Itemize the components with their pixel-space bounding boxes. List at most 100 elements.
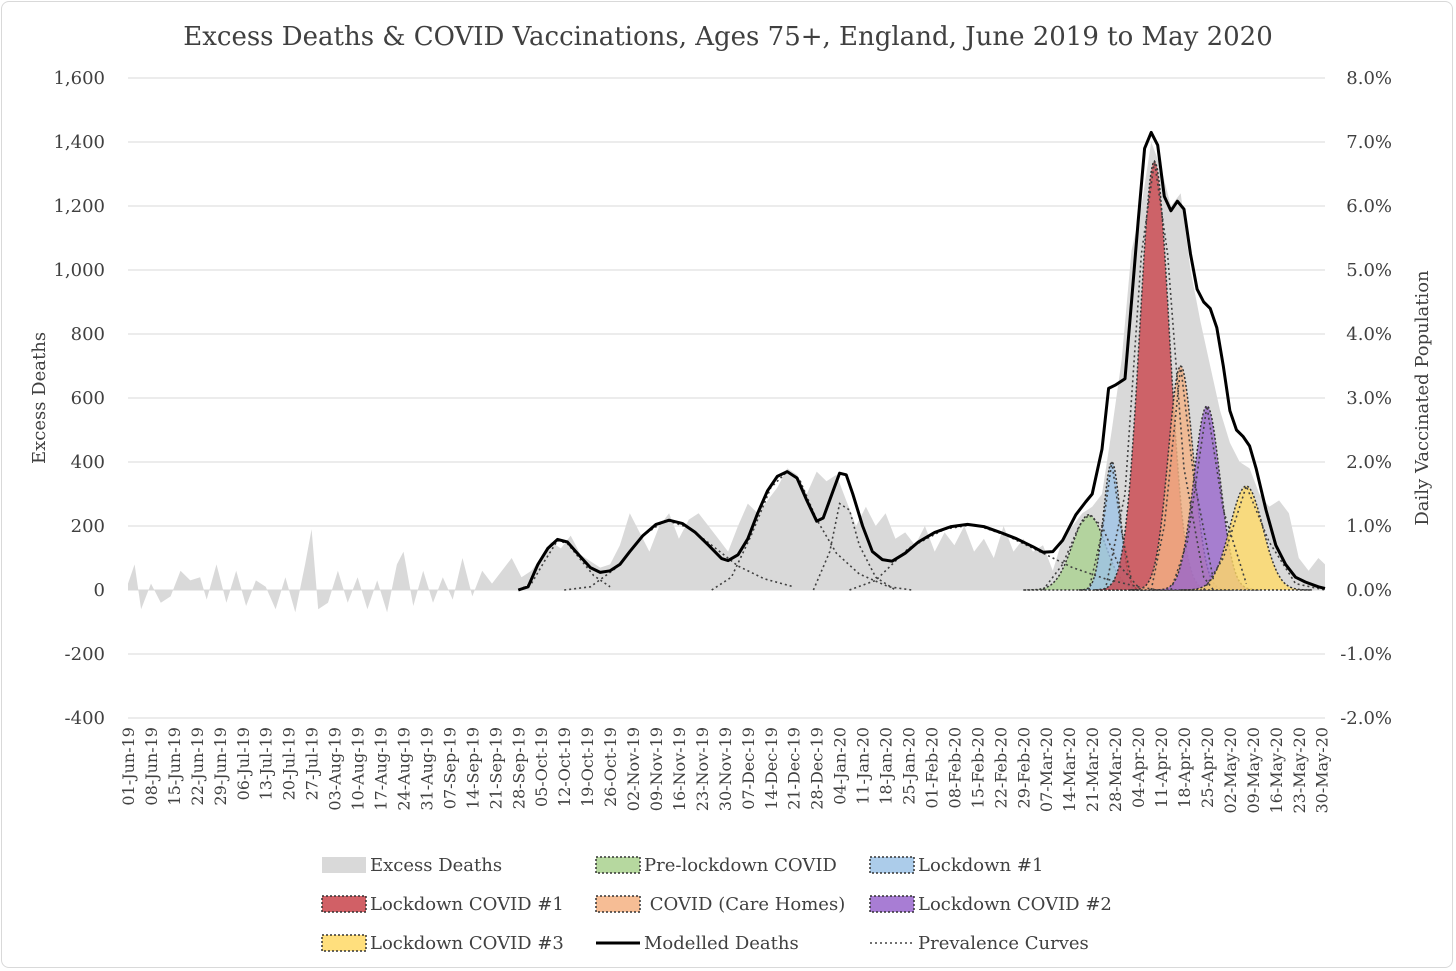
x-tick-label: 11-Apr-20 xyxy=(1152,727,1171,808)
legend-label: Prevalence Curves xyxy=(918,933,1089,954)
covid-wave-area xyxy=(1180,485,1312,591)
legend-label: Pre-lockdown COVID xyxy=(644,855,837,876)
y2-tick-label: 4.0% xyxy=(1346,324,1392,345)
y2-tick-label: 2.0% xyxy=(1346,452,1392,473)
x-tick-label: 27-Jul-19 xyxy=(303,727,322,800)
x-tick-label: 24-Aug-19 xyxy=(395,727,414,811)
x-tick-label: 14-Sep-19 xyxy=(463,727,482,809)
x-tick-label: 14-Mar-20 xyxy=(1060,727,1079,812)
prevalence-curve xyxy=(1088,461,1133,591)
y-tick-label: -200 xyxy=(65,644,105,665)
legend-label: Lockdown COVID #3 xyxy=(370,933,564,954)
legend-label: Lockdown COVID #2 xyxy=(918,894,1112,915)
y2-tick-label: 7.0% xyxy=(1346,132,1392,153)
legend-swatch xyxy=(321,895,367,913)
x-tick-label: 16-Nov-19 xyxy=(670,727,689,811)
legend-swatch xyxy=(595,895,641,913)
y-axis-ticks: -400 -200 0 200 400 600 800 1,000 1,200 1,400 1,60… xyxy=(53,68,105,729)
x-tick-label: 02-May-20 xyxy=(1221,727,1240,814)
legend-swatch xyxy=(595,856,641,874)
y2-tick-label: 1.0% xyxy=(1346,516,1392,537)
covid-wave-area xyxy=(1078,461,1145,591)
y-tick-label: 1,000 xyxy=(53,260,105,281)
x-tick-label: 22-Jun-19 xyxy=(188,727,207,806)
x-tick-label: 01-Jun-19 xyxy=(119,727,138,806)
y2-tick-label: 3.0% xyxy=(1346,388,1392,409)
x-tick-label: 02-Nov-19 xyxy=(624,727,643,811)
legend-label: Modelled Deaths xyxy=(644,933,799,954)
legend-label: Lockdown COVID #1 xyxy=(370,894,564,915)
x-tick-label: 13-Jul-19 xyxy=(257,727,276,800)
plot-area xyxy=(128,130,1326,613)
x-tick-label: 25-Apr-20 xyxy=(1198,727,1217,808)
x-tick-label: 29-Feb-20 xyxy=(1014,727,1033,808)
prevalence-curve xyxy=(711,470,912,591)
x-tick-label: 18-Apr-20 xyxy=(1175,727,1194,808)
x-tick-label: 26-Oct-19 xyxy=(601,727,620,807)
covid-wave-area xyxy=(1153,405,1260,591)
y2-tick-label: 0.0% xyxy=(1346,580,1392,601)
x-tick-label: 07-Mar-20 xyxy=(1037,727,1056,812)
legend-swatch xyxy=(321,934,367,952)
legend-swatch xyxy=(869,856,915,874)
x-tick-label: 04-Apr-20 xyxy=(1129,727,1148,808)
x-tick-label: 14-Dec-19 xyxy=(762,727,781,810)
y-tick-label: 200 xyxy=(71,516,105,537)
x-tick-label: 23-Nov-19 xyxy=(693,727,712,811)
x-tick-label: 30-Nov-19 xyxy=(716,727,735,811)
x-tick-label: 31-Aug-19 xyxy=(417,727,436,811)
x-tick-label: 18-Jan-20 xyxy=(877,727,896,805)
x-tick-label: 08-Feb-20 xyxy=(945,727,964,808)
x-tick-label: 05-Oct-19 xyxy=(532,727,551,807)
modelled-deaths-line xyxy=(517,130,1326,592)
x-tick-label: 22-Feb-20 xyxy=(991,727,1010,808)
y2-tick-label: 8.0% xyxy=(1346,68,1392,89)
y-tick-label: 600 xyxy=(71,388,105,409)
x-tick-label: 23-May-20 xyxy=(1290,727,1309,814)
x-tick-label: 28-Sep-19 xyxy=(509,727,528,809)
x-tick-label: 30-May-20 xyxy=(1313,727,1332,814)
y-tick-label: 1,400 xyxy=(53,132,105,153)
y2-tick-label: -1.0% xyxy=(1340,644,1392,665)
y2-tick-label: 6.0% xyxy=(1346,196,1392,217)
y-tick-label: 400 xyxy=(71,452,105,473)
x-tick-label: 21-Sep-19 xyxy=(486,727,505,809)
x-tick-label: 06-Jul-19 xyxy=(234,727,253,800)
x-tick-label: 15-Jun-19 xyxy=(165,727,184,806)
legend-label: COVID (Care Homes) xyxy=(644,894,845,915)
x-tick-label: 20-Jul-19 xyxy=(280,727,299,800)
y-axis-label: Excess Deaths xyxy=(29,332,50,464)
x-tick-label: 21-Mar-20 xyxy=(1083,727,1102,812)
x-tick-label: 04-Jan-20 xyxy=(831,727,850,805)
chart-title: Excess Deaths & COVID Vaccinations, Ages… xyxy=(183,22,1273,52)
covid-wave-area xyxy=(1023,514,1155,591)
x-tick-label: 25-Jan-20 xyxy=(900,727,919,805)
y-tick-label: 800 xyxy=(71,324,105,345)
y-tick-label: -400 xyxy=(65,708,105,729)
prevalence-curve xyxy=(1203,483,1326,591)
y-tick-label: 1,600 xyxy=(53,68,105,89)
x-axis-ticks: 01-Jun-19 08-Jun-19 15-Jun-19 22-Jun-19 29-J… xyxy=(119,727,1332,814)
x-tick-label: 03-Aug-19 xyxy=(326,727,345,811)
y2-tick-label: -2.0% xyxy=(1340,708,1392,729)
x-tick-label: 17-Aug-19 xyxy=(372,727,391,811)
legend-label: Excess Deaths xyxy=(370,855,502,876)
legend-label: Lockdown #1 xyxy=(918,855,1043,876)
y2-tick-label: 5.0% xyxy=(1346,260,1392,281)
y-tick-label: 1,200 xyxy=(53,196,105,217)
legend-swatch-excess-deaths xyxy=(322,857,366,873)
x-tick-label: 01-Feb-20 xyxy=(923,727,942,808)
y2-axis-ticks: -2.0% -1.0% 0.0% 1.0% 2.0% 3.0% 4.0% 5.0% 6.0% 7.… xyxy=(1340,68,1392,729)
x-tick-label: 21-Dec-19 xyxy=(785,727,804,810)
x-tick-label: 10-Aug-19 xyxy=(349,727,368,811)
x-tick-label: 29-Jun-19 xyxy=(211,727,230,806)
legend: Excess Deaths Pre-lockdown COVID Lockdown … xyxy=(321,855,1112,954)
x-tick-label: 09-Nov-19 xyxy=(647,727,666,811)
prevalence-curve xyxy=(1150,365,1215,591)
x-tick-label: 09-May-20 xyxy=(1244,727,1263,814)
x-tick-label: 16-May-20 xyxy=(1267,727,1286,814)
x-tick-label: 07-Dec-19 xyxy=(739,727,758,810)
x-tick-label: 15-Feb-20 xyxy=(968,727,987,808)
